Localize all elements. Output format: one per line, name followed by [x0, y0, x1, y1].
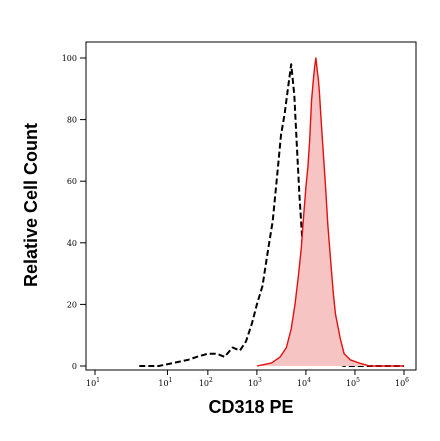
- y-axis-title: Relative Cell Count: [21, 123, 41, 287]
- plot-frame: [85, 41, 417, 371]
- series-0-line: [139, 63, 404, 367]
- y-tick-label: 40: [67, 239, 77, 248]
- axis-layer: 0 20 40 60 80 100 101 101 102 103 104 105 106: [62, 54, 409, 388]
- y-tick-label: 60: [67, 177, 77, 186]
- y-tick-label: 20: [67, 300, 77, 309]
- x-tick-label: 104: [297, 377, 311, 388]
- x-tick-label: 103: [248, 377, 262, 388]
- series-1-line: [256, 57, 404, 367]
- y-tick-label: 80: [67, 116, 77, 125]
- x-tick-label: 105: [346, 377, 360, 388]
- y-tick-label: 100: [62, 54, 77, 63]
- series-layer: [139, 57, 404, 367]
- x-axis-title: CD318 PE: [208, 397, 293, 417]
- x-tick-label: 106: [395, 377, 409, 388]
- x-tick-label: 101: [158, 377, 172, 388]
- series-1-area: [256, 58, 404, 366]
- y-tick-label: 0: [72, 362, 77, 371]
- x-tick-label: 102: [199, 377, 213, 388]
- x-tick-label: 101: [86, 377, 100, 388]
